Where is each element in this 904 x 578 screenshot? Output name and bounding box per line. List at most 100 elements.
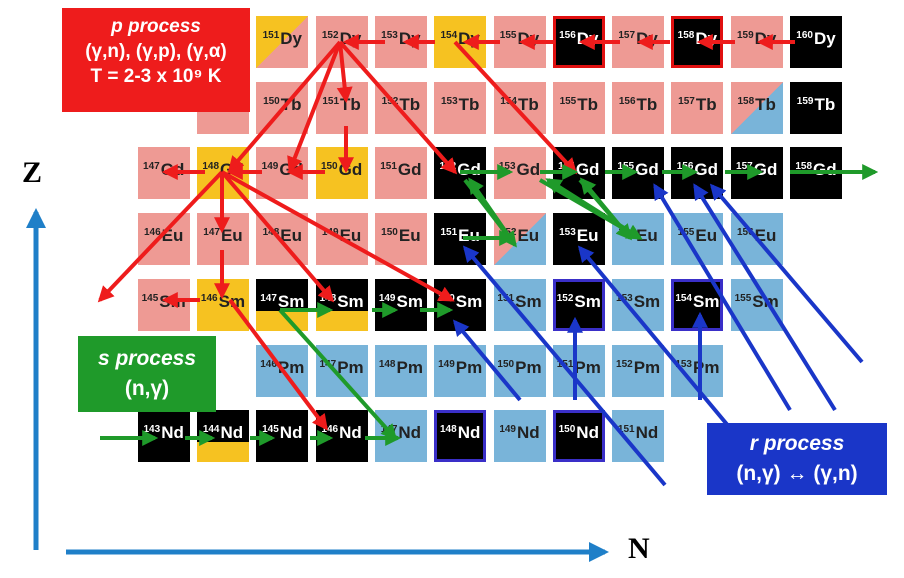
r-process-arrows bbox=[452, 183, 864, 487]
r-process-arrow bbox=[653, 183, 792, 412]
p-process-arrow bbox=[336, 41, 353, 104]
mass-number: 154 bbox=[440, 30, 458, 41]
nuclide-label: 149Pm bbox=[434, 358, 486, 378]
mass-number: 146 bbox=[200, 292, 218, 304]
nuclide-label: 153Eu bbox=[553, 226, 605, 246]
nuclide-cell: 147Sm bbox=[256, 278, 309, 331]
p-process-box: p process (γ,n), (γ,p), (γ,α) T = 2-3 x … bbox=[62, 8, 250, 112]
element-symbol: Nd bbox=[517, 423, 540, 443]
element-symbol: Pm bbox=[337, 357, 364, 377]
element-symbol: Sm bbox=[455, 291, 483, 311]
mass-number: 150 bbox=[558, 424, 576, 436]
p-process-title: p process bbox=[111, 16, 201, 37]
element-symbol: Gd bbox=[813, 160, 837, 180]
nuclide-label: 158Tb bbox=[731, 95, 783, 115]
element-symbol: Eu bbox=[695, 226, 718, 246]
mass-number: 150 bbox=[381, 227, 398, 239]
nuclide-label: 160Dy bbox=[790, 29, 842, 49]
mass-number: 160 bbox=[796, 30, 813, 41]
mass-number: 153 bbox=[381, 30, 398, 41]
mass-number: 153 bbox=[559, 227, 576, 239]
element-symbol: Tb bbox=[814, 94, 836, 114]
element-symbol: Pm bbox=[455, 357, 483, 377]
element-symbol: Gd bbox=[516, 160, 541, 180]
nuclide-cell: 144Nd bbox=[197, 410, 249, 463]
nuclide-cell: 160Dy bbox=[790, 16, 842, 68]
nuclide-label: 155Tb bbox=[553, 95, 605, 115]
element-symbol: Gd bbox=[694, 160, 719, 180]
element-symbol: Sm bbox=[693, 291, 720, 311]
element-symbol: Eu bbox=[576, 226, 599, 246]
nuclide-cell: 158Tb bbox=[730, 81, 783, 134]
mass-number: 146 bbox=[143, 227, 161, 239]
nuclide-cell: 148Pm bbox=[374, 344, 427, 397]
r-process-arrow bbox=[693, 183, 837, 412]
nuclide-label: 152Sm bbox=[556, 292, 602, 312]
mass-number: 157 bbox=[618, 30, 636, 41]
nuclide-label: 145Nd bbox=[256, 423, 308, 443]
p-process-arrow bbox=[220, 170, 335, 303]
mass-number: 148 bbox=[262, 227, 280, 239]
nuclide-label: 157Tb bbox=[671, 95, 723, 115]
nuclide-cell: 151Gd bbox=[374, 147, 427, 200]
nuclide-label: 143Nd bbox=[138, 423, 190, 443]
mass-number: 151 bbox=[322, 95, 340, 107]
element-symbol: Pm bbox=[515, 357, 542, 377]
nuclide-label: 150Tb bbox=[256, 95, 308, 115]
s-process-arrow bbox=[468, 177, 517, 247]
element-symbol: Gd bbox=[635, 160, 659, 180]
element-symbol: Nd bbox=[635, 423, 659, 443]
nuclide-label: 149Sm bbox=[375, 292, 427, 312]
nuclide-cell: 151Sm bbox=[493, 278, 546, 331]
mass-number: 153 bbox=[675, 358, 692, 370]
mass-number: 148 bbox=[202, 161, 220, 173]
element-symbol: Sm bbox=[574, 291, 601, 311]
mass-number: 158 bbox=[677, 30, 695, 41]
nuclide-cell: 146Eu bbox=[137, 213, 190, 266]
element-symbol: Sm bbox=[337, 291, 364, 311]
element-symbol: Nd bbox=[339, 423, 362, 443]
element-symbol: Pm bbox=[574, 357, 601, 377]
mass-number: 149 bbox=[378, 292, 396, 304]
mass-number: 155 bbox=[499, 30, 517, 41]
mass-number: 150 bbox=[497, 358, 515, 370]
p-process-temperature: T = 2-3 x 10⁹ K bbox=[90, 66, 222, 87]
element-symbol: Tb bbox=[517, 94, 539, 114]
mass-number: 150 bbox=[320, 161, 338, 173]
s-process-arrow bbox=[579, 177, 632, 240]
p-process-reactions: (γ,n), (γ,p), (γ,α) bbox=[85, 41, 227, 62]
mass-number: 156 bbox=[736, 227, 754, 239]
p-process-arrow bbox=[287, 41, 342, 173]
nuclide-cell: 151Tb bbox=[315, 81, 368, 134]
element-symbol: Sm bbox=[277, 291, 305, 311]
mass-number: 158 bbox=[795, 161, 813, 173]
p-process-arrow bbox=[97, 170, 224, 303]
r-process-title: r process bbox=[749, 432, 845, 455]
mass-number: 146 bbox=[260, 358, 277, 370]
element-symbol: Nd bbox=[576, 423, 599, 443]
nuclide-label: 146Nd bbox=[316, 423, 368, 443]
element-symbol: Tb bbox=[280, 94, 302, 114]
mass-number: 144 bbox=[202, 424, 220, 436]
element-symbol: Tb bbox=[458, 94, 480, 114]
nuclide-cell: 151Pm bbox=[552, 344, 605, 397]
element-symbol: Sm bbox=[515, 291, 542, 311]
mass-number: 152 bbox=[616, 358, 633, 370]
nuclide-cell: 145Nd bbox=[256, 410, 309, 463]
element-symbol: Tb bbox=[399, 94, 421, 114]
nuclide-label: 148Nd bbox=[437, 423, 483, 443]
nuclide-cell: 159Tb bbox=[790, 81, 842, 134]
z-axis-label: Z bbox=[22, 156, 43, 189]
element-symbol: Eu bbox=[398, 226, 421, 246]
element-symbol: Gd bbox=[575, 160, 600, 180]
mass-number: 147 bbox=[143, 161, 160, 173]
nuclide-cell: 148Nd bbox=[434, 410, 487, 463]
mass-number: 149 bbox=[499, 424, 516, 436]
p-process-arrow bbox=[227, 40, 342, 173]
nuclide-label: 153Tb bbox=[434, 95, 486, 115]
r-process-box: r process (n,γ) ↔ (γ,n) bbox=[707, 423, 887, 495]
element-symbol: Nd bbox=[279, 423, 303, 443]
element-symbol: Gd bbox=[457, 160, 481, 180]
s-process-arrow bbox=[278, 308, 398, 441]
